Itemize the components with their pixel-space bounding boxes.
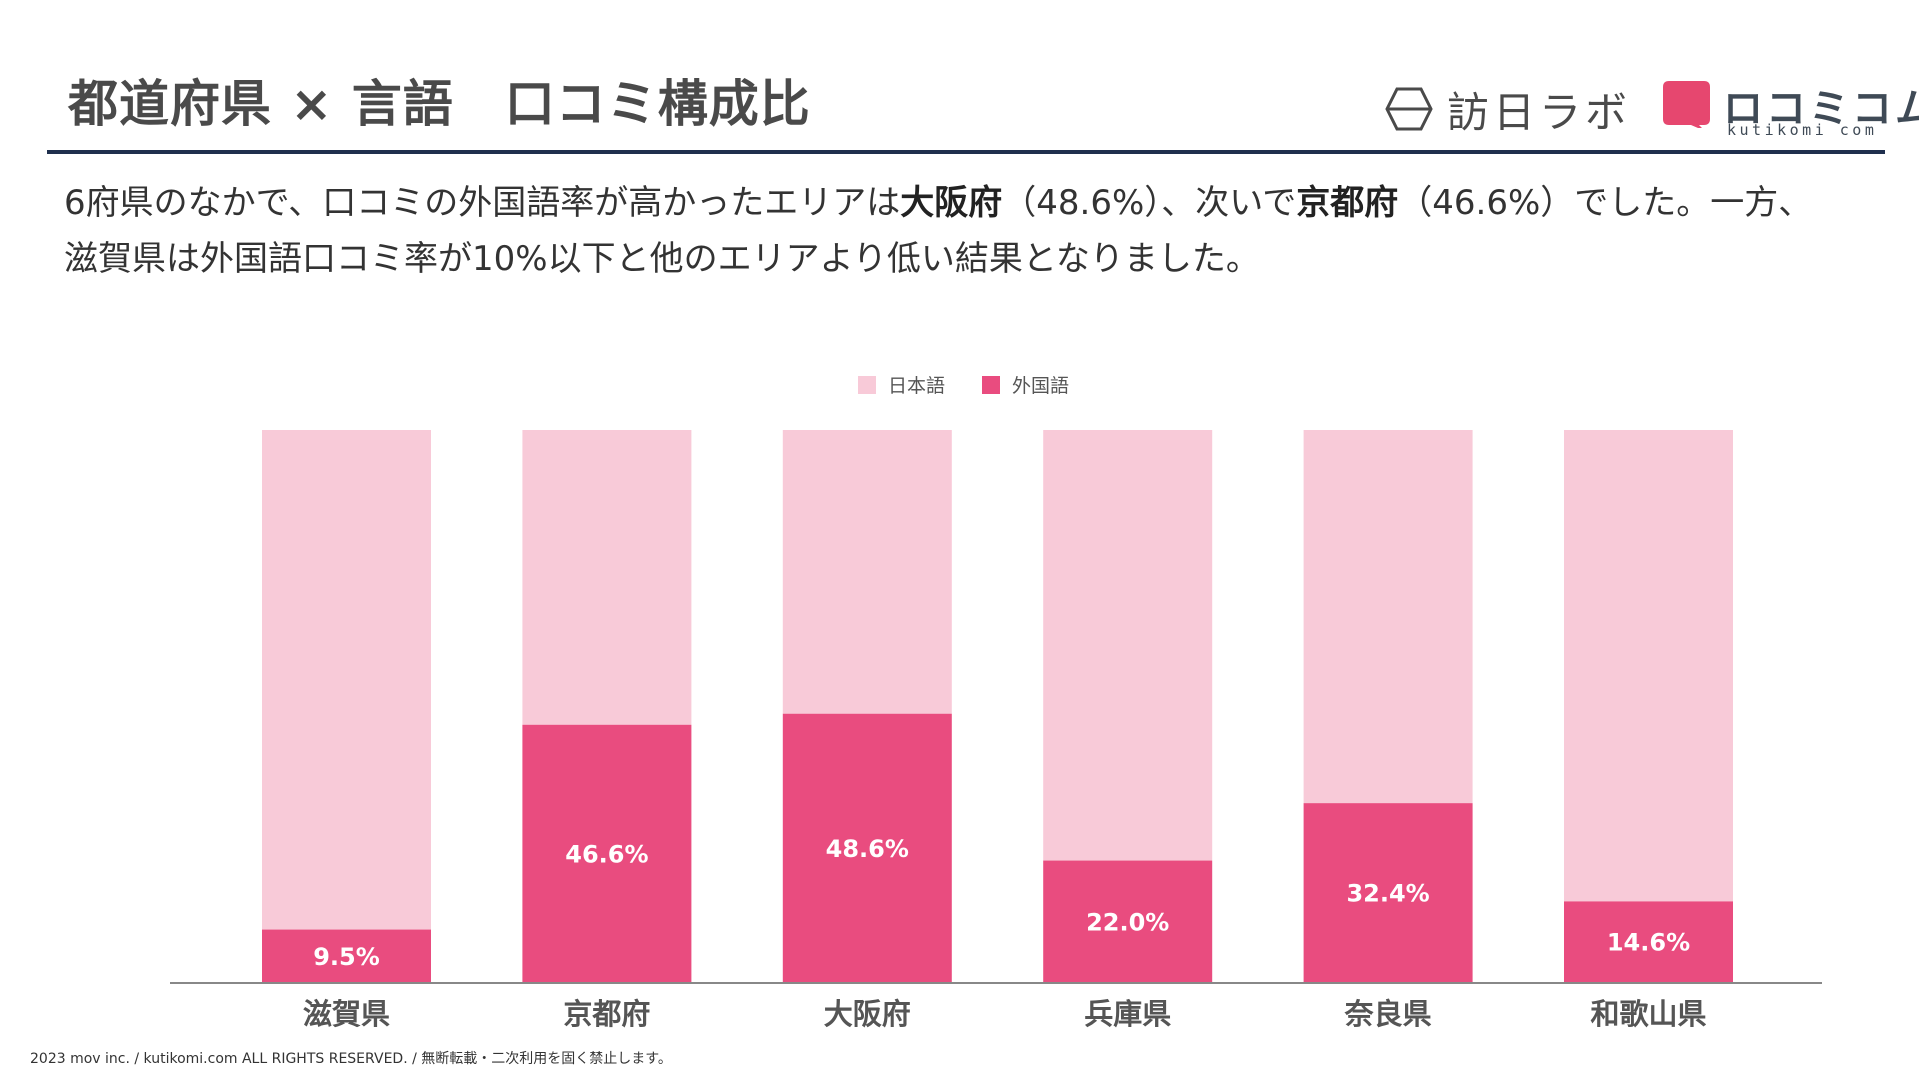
category-label: 大阪府 bbox=[824, 997, 911, 1031]
legend-label: 日本語 bbox=[888, 375, 945, 397]
header-rule bbox=[47, 150, 1885, 154]
lead-kyoto: 京都府 bbox=[1296, 183, 1399, 223]
legend-swatch bbox=[858, 376, 876, 394]
bar-foreign bbox=[1043, 860, 1213, 982]
bar-japanese bbox=[782, 430, 952, 714]
data-label: 9.5% bbox=[313, 943, 380, 971]
category-label: 兵庫県 bbox=[1084, 997, 1171, 1031]
data-label: 32.4% bbox=[1346, 880, 1429, 908]
data-label: 46.6% bbox=[565, 840, 648, 868]
bar-japanese bbox=[1303, 430, 1473, 804]
footer-copyright: 2023 mov inc. / kutikomi.com ALL RIGHTS … bbox=[30, 1051, 672, 1067]
legend-swatch bbox=[982, 376, 1000, 394]
lead-osaka: 大阪府 bbox=[900, 183, 1003, 223]
lead-part-4: 滋賀県は外国語口コミ率が10%以下と他のエリアより低い結果となりました。 bbox=[64, 239, 1260, 279]
legend-label: 外国語 bbox=[1012, 375, 1069, 397]
bar-foreign bbox=[782, 713, 952, 982]
lead-part-2: （48.6%）、次いで bbox=[1002, 183, 1297, 223]
data-label: 22.0% bbox=[1086, 908, 1169, 936]
houjin-lab-mark-icon bbox=[1385, 87, 1433, 131]
bar-foreign bbox=[1564, 901, 1733, 982]
category-label: 奈良県 bbox=[1344, 997, 1432, 1031]
bar-japanese bbox=[1564, 430, 1733, 902]
kutikomi-kana: ロコミコム bbox=[1723, 86, 1919, 132]
kutikomi-mark-icon bbox=[1663, 81, 1710, 128]
lead-text: 6府県のなかで、口コミの外国語率が高かったエリアは大阪府（48.6%）、次いで京… bbox=[64, 175, 1864, 287]
data-label: 14.6% bbox=[1607, 929, 1690, 957]
kutikomi-logo: ロコミコム kutikomi com bbox=[1663, 76, 1919, 140]
bar-japanese bbox=[1043, 430, 1213, 861]
houjin-lab-logo: 訪日ラボ bbox=[1385, 84, 1635, 137]
category-label: 和歌山県 bbox=[1590, 997, 1706, 1031]
bar-foreign bbox=[1303, 803, 1473, 982]
kutikomi-roman: kutikomi com bbox=[1727, 121, 1878, 139]
bar-japanese bbox=[522, 430, 692, 725]
houjin-lab-text: 訪日ラボ bbox=[1447, 87, 1632, 137]
lead-part-3: （46.6%）でした。一方、 bbox=[1398, 183, 1813, 223]
lead-part-1: 6府県のなかで、口コミの外国語率が高かったエリアは bbox=[64, 183, 901, 223]
category-label: 京都府 bbox=[563, 997, 650, 1031]
category-label: 滋賀県 bbox=[303, 997, 390, 1031]
bar-japanese bbox=[262, 430, 431, 930]
bar-foreign bbox=[522, 724, 692, 982]
bar-foreign bbox=[262, 929, 431, 982]
page-title: 都道府県 × 言語 口コミ構成比 bbox=[68, 75, 811, 133]
stacked-bar-chart: 日本語 外国語 9.5% 滋賀県 46.6% 京都府 48.6% 大阪府 22.0% 兵庫県 32.… bbox=[170, 375, 1822, 1031]
data-label: 48.6% bbox=[826, 835, 909, 863]
